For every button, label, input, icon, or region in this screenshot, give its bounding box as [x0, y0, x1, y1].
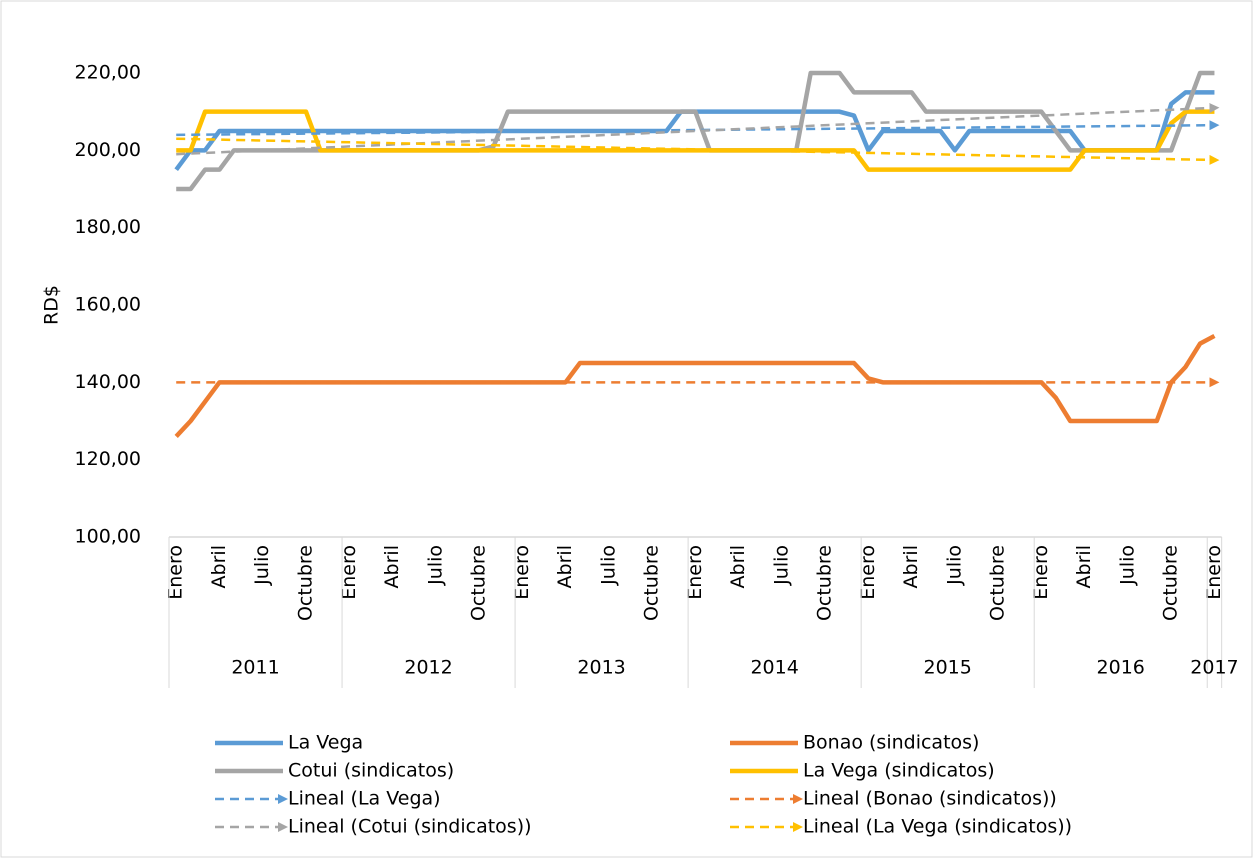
x-tick-label: Abril [208, 545, 230, 588]
legend-label: Cotui (sindicatos) [288, 760, 454, 782]
y-tick-label: 120,00 [75, 448, 141, 470]
y-tick-label: 100,00 [75, 526, 141, 548]
trend-line [176, 103, 1220, 156]
legend-label: La Vega (sindicatos) [803, 760, 995, 782]
series-line [176, 109, 1215, 172]
year-label: 2014 [750, 657, 798, 679]
x-tick-label: Octubre [814, 545, 836, 621]
x-tick-label: Abril [1073, 545, 1095, 588]
x-tick-label: Abril [727, 545, 749, 588]
x-tick-label: Julio [1116, 545, 1138, 586]
year-label: 2015 [924, 657, 972, 679]
y-tick-label: 200,00 [75, 139, 141, 161]
x-tick-label: Julio [424, 545, 446, 586]
x-tick-label: Abril [554, 545, 576, 588]
y-tick-label: 180,00 [75, 216, 141, 238]
x-tick-label: Octubre [641, 545, 663, 621]
x-tick-label: Enero [684, 545, 706, 600]
year-label: 2012 [404, 657, 452, 679]
x-tick-label: Octubre [987, 545, 1009, 621]
legend-label: Lineal (La Vega) [288, 788, 441, 810]
legend-label: Lineal (Cotui (sindicatos)) [288, 816, 532, 838]
x-tick-label: Enero [511, 545, 533, 600]
x-tick-label: Octubre [468, 545, 490, 621]
x-tick-label: Abril [900, 545, 922, 588]
x-tick-label: Julio [943, 545, 965, 586]
y-tick-label: 140,00 [75, 371, 141, 393]
year-label: 2011 [231, 657, 279, 679]
legend-label: Lineal (Bonao (sindicatos)) [803, 788, 1057, 810]
y-tick-label: 160,00 [75, 294, 141, 316]
x-tick-label: Julio [597, 545, 619, 586]
x-tick-label: Julio [251, 545, 273, 586]
x-tick-label: Enero [1030, 545, 1052, 600]
year-label: 2017 [1190, 657, 1238, 679]
x-tick-label: Abril [381, 545, 403, 588]
x-tick-label: Julio [770, 545, 792, 586]
year-label: 2013 [577, 657, 625, 679]
y-tick-label: 220,00 [75, 62, 141, 84]
legend-label: La Vega [288, 732, 363, 754]
legend-label: Bonao (sindicatos) [803, 732, 979, 754]
x-tick-label: Enero [165, 545, 187, 600]
x-tick-label: Enero [338, 545, 360, 600]
y-axis-label: RD$ [41, 285, 63, 325]
year-label: 2016 [1097, 657, 1145, 679]
x-tick-label: Enero [857, 545, 879, 600]
legend-label: Lineal (La Vega (sindicatos)) [803, 816, 1072, 838]
x-tick-label: Enero [1203, 545, 1225, 600]
x-tick-label: Octubre [294, 545, 316, 621]
trend-line [176, 137, 1220, 165]
trend-line [176, 120, 1220, 137]
x-tick-label: Octubre [1160, 545, 1182, 621]
